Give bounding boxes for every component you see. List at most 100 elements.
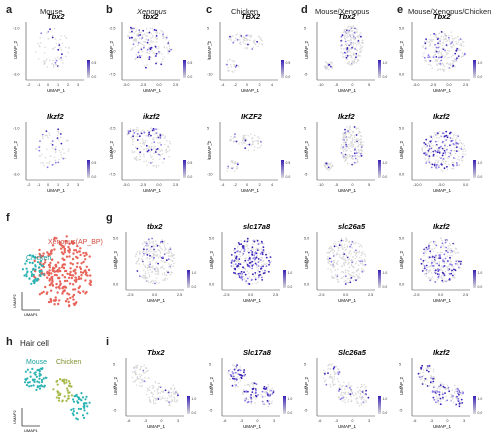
g-col4-cell-dot	[435, 272, 438, 274]
h-cell-dot	[76, 412, 79, 415]
i-col4-cell-dot	[452, 398, 454, 400]
row1-col5-cell-dot	[443, 65, 446, 67]
row2-col4-cell-dot	[355, 152, 358, 154]
f-xenopus-dot	[58, 267, 61, 270]
row2-col5-cell-dot	[446, 168, 449, 171]
i-col1-cell-dot	[150, 392, 153, 395]
g-col1-cell-dot	[163, 261, 166, 263]
row2-col3-cell-dot	[232, 159, 234, 162]
row2-col5-cell-dot	[451, 139, 454, 142]
i-col4-cell-dot	[425, 367, 427, 370]
row1-col1-cell-dot	[46, 31, 49, 33]
f-xenopus-dot	[68, 242, 71, 246]
f-chicken-dot	[25, 275, 28, 278]
g-col3-cell-dot	[333, 265, 335, 267]
g-col2-cell-dot	[252, 275, 255, 277]
h-cell-dot	[33, 372, 36, 375]
row1-col2-cell-dot	[144, 41, 147, 43]
i-col1-cell-dot	[176, 395, 179, 398]
row1-col5-cell-dot	[442, 41, 444, 44]
i-col4-cell-dot	[421, 364, 424, 367]
i-col3-cell-dot	[327, 372, 329, 374]
h-cell-dot	[86, 412, 89, 415]
g-col2-cell-dot	[235, 255, 238, 258]
i-col1-cell-dot	[147, 369, 150, 372]
g-col2-xtick: -2.5	[223, 293, 230, 297]
row2-col5-cell-dot	[427, 142, 430, 144]
row1-col2-cell-dot	[149, 47, 152, 50]
i-col4-ylabel: UMAP_2	[399, 376, 404, 395]
g-col4-cell-dot	[448, 265, 450, 267]
g-col4-cell-dot	[435, 244, 438, 247]
g-col3-cell-dot	[355, 262, 357, 265]
row1-col1-cell-dot	[61, 59, 63, 62]
g-col2-cell-dot	[246, 270, 249, 272]
g-col2-cell-dot	[243, 248, 246, 251]
row2-col5-cell-dot	[447, 151, 450, 154]
row1-col2-cell-dot	[156, 32, 158, 34]
row2-col1-cell-dot	[38, 155, 41, 157]
g-col4-cell-dot	[422, 252, 425, 255]
g-col3-cell-dot	[359, 256, 361, 259]
row2-col4-cell-dot	[343, 139, 345, 141]
i-col3-cell-dot	[362, 390, 364, 392]
g-col4-cell-dot	[440, 246, 442, 249]
i-col1-cell-dot	[146, 370, 148, 373]
f-xenopus-dot	[39, 254, 42, 257]
i-col3-cell-dot	[332, 384, 334, 386]
g-col3-cell-dot	[355, 274, 358, 276]
g-col3-cell-dot	[351, 265, 354, 267]
g-col1-cell-dot	[167, 258, 170, 261]
row1-col2-cell-dot	[148, 58, 151, 61]
i-col1-cell-dot	[168, 404, 170, 406]
i-col3-cell-dot	[340, 388, 342, 390]
row1-col2-cell-dot	[145, 39, 147, 41]
g-col3-cell-dot	[351, 247, 354, 249]
g-col2-cell-dot	[258, 276, 260, 278]
i-col3-cell-dot	[359, 386, 362, 389]
g-col2-cell-dot	[253, 239, 255, 241]
g-col2-cell-dot	[262, 272, 265, 275]
row2-col5-cell-dot	[441, 159, 444, 161]
i-col1-ytick: -5	[113, 409, 116, 413]
i-col4-cell-dot	[445, 395, 447, 398]
g-col2-cell-dot	[241, 278, 244, 281]
f-xenopus-dot	[74, 280, 78, 283]
i-col3-cell-dot	[338, 390, 340, 392]
row1-col1-cell-dot	[43, 63, 45, 65]
row2-col2-cell-dot	[152, 127, 155, 130]
row2-col5-cell-dot	[433, 132, 436, 134]
i-col2-cell-dot	[268, 388, 271, 391]
h-cell-dot	[35, 375, 38, 378]
row2-col5-cell-dot	[443, 167, 446, 170]
i-col4-cell-dot	[433, 398, 436, 401]
row2-col2-cell-dot	[146, 147, 149, 150]
row1-col5-cell-dot	[447, 49, 449, 51]
f-axis-x-label: UMAP1	[24, 312, 39, 317]
row2-col4-cell-dot	[349, 129, 352, 131]
row1-col2-cell-dot	[149, 27, 152, 30]
row1-col4-cell-dot	[344, 32, 347, 35]
g-col2-cell-dot	[251, 265, 254, 267]
g-col2-cell-dot	[261, 269, 264, 272]
i-col4-gene-title: Ikzf2	[433, 348, 451, 357]
f-xenopus-dot	[64, 240, 68, 243]
row2-col2-cell-dot	[164, 143, 166, 146]
row1-col2-cell-dot	[142, 29, 145, 32]
row2-col2-cell-dot	[127, 133, 130, 135]
row2-col4-cell-dot	[353, 141, 356, 143]
g-col4-cell-dot	[433, 267, 435, 269]
row1-col3-xtick: 4	[271, 83, 273, 87]
f-chicken-dot	[23, 274, 26, 277]
g-col1-cell-dot	[136, 270, 139, 272]
g-col4-ytick: 5.0	[399, 237, 404, 241]
i-col3-cell-dot	[347, 386, 349, 389]
g-col4-cell-dot	[446, 280, 448, 282]
row2-col3-cell-dot	[260, 140, 262, 143]
g-col1-umap-plot: tbx2-2.5 0.0 2.55.02.50.0UMAP_1UMAP_20.01.…	[113, 222, 196, 303]
row1-col2-cell-dot	[151, 36, 154, 38]
row1-col3-cell-dot	[261, 39, 263, 42]
g-col1-cell-dot	[143, 245, 145, 248]
row1-col3-cell-dot	[229, 38, 232, 40]
row2-col4-cell-dot	[351, 155, 354, 157]
